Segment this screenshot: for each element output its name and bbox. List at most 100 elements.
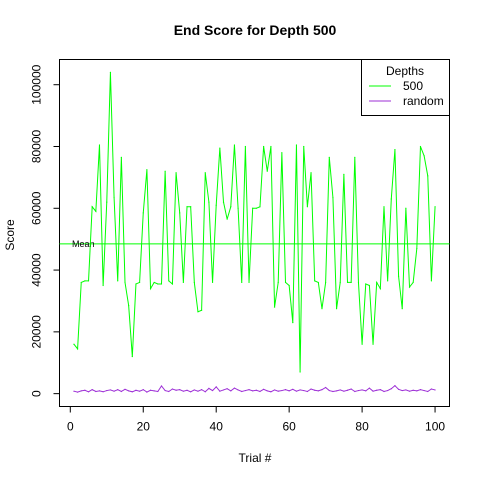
- data-point-random: [201, 389, 203, 391]
- data-point-random: [416, 390, 418, 392]
- legend-entry-500: 500: [403, 79, 423, 93]
- data-point-500: [182, 281, 184, 284]
- data-point-500: [193, 281, 195, 284]
- y-tick-label: 0: [30, 390, 44, 397]
- data-point-500: [208, 201, 210, 203]
- data-point-500: [361, 343, 363, 345]
- data-point-500: [397, 275, 400, 277]
- data-point-500: [419, 145, 422, 148]
- data-point-random: [230, 390, 232, 392]
- y-axis: 0 20000 40000 60000 80000 100000: [30, 64, 60, 397]
- data-point-random: [244, 389, 246, 392]
- data-point-500: [91, 206, 93, 208]
- data-point-random: [146, 391, 148, 393]
- data-point-500: [230, 206, 232, 208]
- data-point-random: [328, 389, 330, 392]
- data-point-random: [306, 390, 308, 393]
- data-point-500: [241, 281, 243, 284]
- data-point-500: [368, 284, 370, 287]
- data-point-500: [394, 148, 396, 151]
- legend-box: [361, 59, 450, 116]
- data-point-500: [288, 284, 290, 287]
- data-point-500: [383, 206, 385, 208]
- data-point-random: [317, 390, 319, 392]
- data-point-500: [164, 170, 166, 172]
- x-axis: 0 20 40 60 80 100: [67, 406, 445, 434]
- legend-title: Depths: [386, 64, 424, 78]
- data-point-random: [266, 390, 268, 392]
- data-point-random: [113, 390, 115, 392]
- data-point-500: [281, 152, 283, 154]
- data-point-500: [350, 281, 352, 284]
- data-point-random: [252, 390, 254, 392]
- data-point-500: [292, 321, 294, 324]
- data-point-500: [401, 308, 403, 310]
- data-point-random: [95, 390, 97, 393]
- data-point-random: [259, 390, 261, 393]
- data-point-500: [73, 343, 75, 345]
- data-point-random: [368, 387, 370, 389]
- data-point-500: [76, 348, 79, 350]
- x-tick-label: 40: [210, 420, 224, 434]
- data-point-random: [354, 390, 356, 393]
- data-point-500: [357, 281, 360, 284]
- data-point-500: [157, 283, 159, 285]
- data-point-random: [405, 389, 407, 391]
- data-point-500: [87, 280, 90, 282]
- data-point-random: [379, 389, 381, 391]
- data-point-random: [270, 391, 272, 393]
- data-point-random: [299, 389, 301, 391]
- data-point-500: [387, 280, 389, 282]
- data-point-500: [379, 288, 381, 290]
- data-point-500: [310, 172, 312, 174]
- data-point-500: [335, 308, 338, 310]
- data-point-random: [343, 390, 345, 392]
- data-point-500: [80, 281, 82, 284]
- data-point-500: [430, 280, 433, 282]
- data-point-random: [168, 390, 170, 393]
- data-point-500: [314, 280, 316, 282]
- data-point-500: [149, 288, 152, 290]
- data-point-500: [128, 305, 130, 307]
- data-point-random: [142, 389, 144, 391]
- data-point-random: [237, 389, 239, 391]
- data-point-500: [346, 281, 349, 284]
- data-point-random: [106, 389, 108, 392]
- data-point-500: [139, 281, 141, 284]
- data-point-500: [248, 281, 250, 284]
- data-point-random: [149, 389, 152, 391]
- series-line-random: [73, 384, 436, 393]
- x-tick-label: 0: [67, 420, 74, 434]
- data-point-500: [263, 145, 265, 148]
- data-point-500: [332, 196, 334, 199]
- data-point-random: [325, 386, 327, 389]
- data-point-500: [179, 212, 181, 214]
- data-point-500: [306, 206, 308, 208]
- data-point-random: [284, 389, 287, 391]
- data-point-random: [164, 389, 166, 392]
- data-point-500: [168, 280, 170, 282]
- data-point-random: [408, 390, 411, 392]
- y-tick-label: 40000: [30, 253, 44, 287]
- data-point-500: [284, 281, 287, 284]
- data-point-random: [139, 390, 141, 392]
- data-point-random: [376, 389, 378, 391]
- data-point-random: [128, 390, 130, 392]
- data-point-500: [295, 144, 298, 146]
- data-point-random: [397, 388, 400, 390]
- data-point-500: [197, 311, 199, 313]
- data-point-random: [186, 389, 188, 391]
- data-point-random: [135, 389, 137, 391]
- data-point-random: [372, 390, 374, 392]
- data-point-500: [135, 283, 137, 285]
- data-point-500: [106, 201, 108, 203]
- y-tick-label: 60000: [30, 191, 44, 225]
- data-point-random: [346, 389, 349, 391]
- data-point-random: [109, 389, 112, 391]
- data-point-500: [328, 156, 330, 158]
- data-point-random: [383, 390, 385, 393]
- data-point-500: [113, 196, 115, 199]
- data-point-random: [288, 390, 290, 392]
- x-tick-label: 80: [355, 420, 369, 434]
